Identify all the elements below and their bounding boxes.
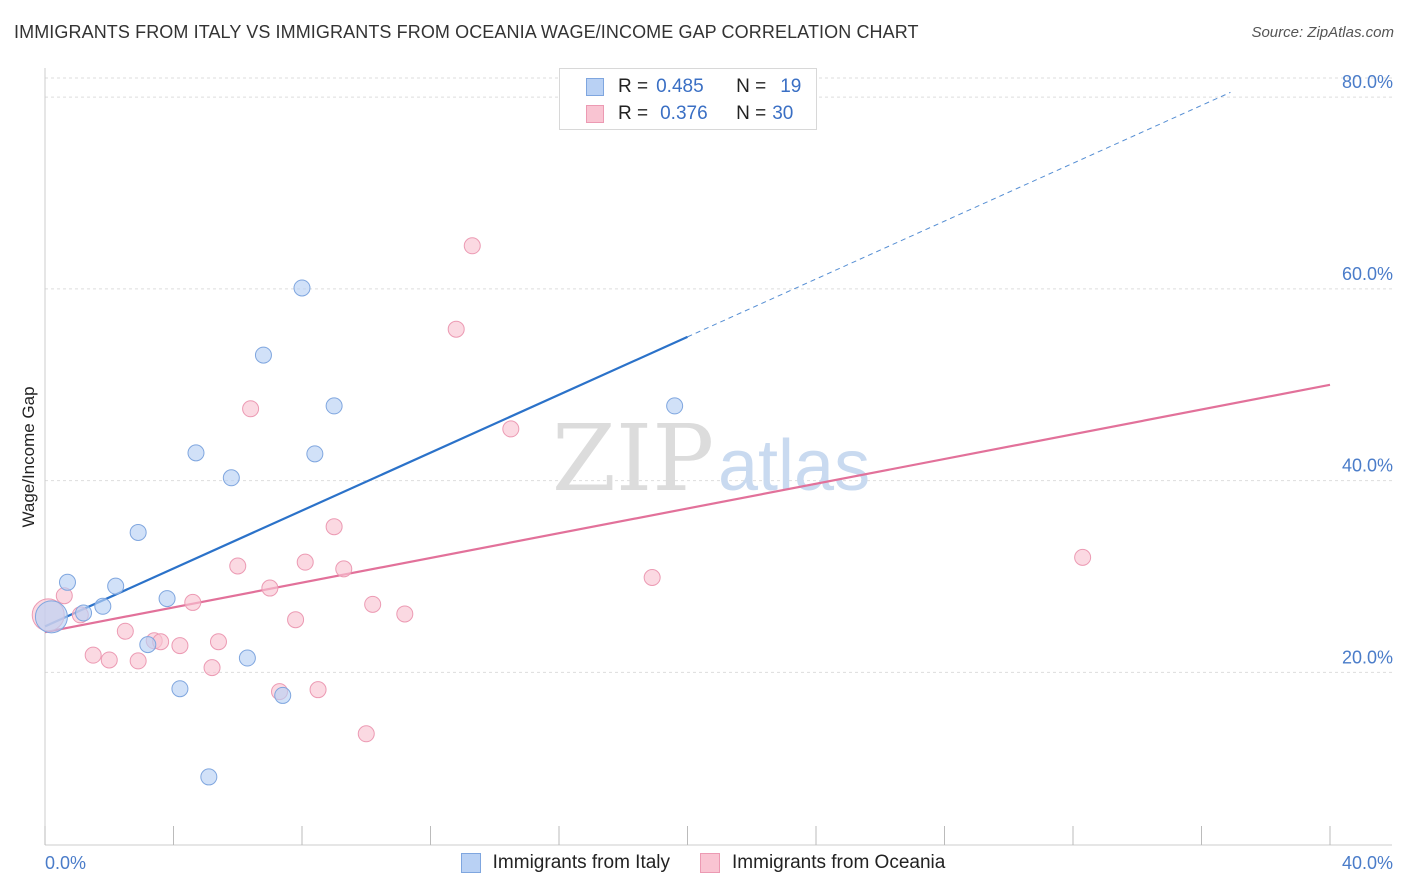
grid-layer bbox=[45, 77, 1392, 673]
oceania-point bbox=[203, 659, 221, 677]
legend-r-value: 0.376 bbox=[660, 103, 708, 124]
x-tick-label: 0.0% bbox=[45, 853, 86, 873]
italy-point bbox=[238, 649, 256, 667]
legend-row-oceania: R = 0.376 N = 30 bbox=[586, 102, 793, 126]
y-tick-label: 20.0% bbox=[1342, 647, 1393, 667]
legend-n-label: N = bbox=[736, 76, 767, 97]
italy-point bbox=[222, 469, 240, 487]
oceania-swatch bbox=[586, 105, 604, 123]
italy-point bbox=[325, 397, 343, 415]
italy-point bbox=[200, 768, 218, 786]
watermark-zip: ZIP bbox=[552, 405, 714, 512]
oceania-point bbox=[447, 320, 465, 338]
oceania-swatch bbox=[700, 853, 721, 873]
legend-r-label: R = bbox=[618, 103, 649, 124]
italy-point bbox=[139, 636, 157, 654]
legend-r-label: R = bbox=[618, 76, 649, 97]
legend-n-label: N = bbox=[736, 103, 767, 124]
italy-swatch bbox=[460, 853, 481, 873]
oceania-point bbox=[171, 637, 189, 655]
x-tick-label: 40.0% bbox=[1342, 853, 1393, 873]
italy-point bbox=[666, 397, 684, 415]
oceania-point bbox=[100, 651, 118, 669]
italy-point bbox=[94, 597, 112, 615]
y-tick-label: 60.0% bbox=[1342, 264, 1393, 284]
italy-point bbox=[75, 604, 93, 622]
stats-legend: R = 0.485 N = 19 R = 0.376 N = 30 bbox=[559, 68, 817, 130]
oceania-point bbox=[335, 560, 353, 578]
oceania-point bbox=[261, 579, 279, 597]
italy-point bbox=[107, 577, 125, 595]
italy-point bbox=[187, 444, 205, 462]
oceania-point bbox=[296, 553, 314, 571]
y-tick-label: 40.0% bbox=[1342, 456, 1393, 476]
axis-layer: 20.0% 40.0% 60.0% 80.0% 0.0% 40.0% bbox=[44, 68, 1393, 873]
italy-point bbox=[34, 600, 68, 634]
oceania-point bbox=[129, 652, 147, 670]
oceania-point bbox=[84, 646, 102, 664]
oceania-point bbox=[287, 611, 305, 629]
series-legend: Immigrants from Italy Immigrants from Oc… bbox=[0, 852, 1406, 874]
oceania-point bbox=[242, 400, 260, 418]
italy-point bbox=[306, 445, 324, 463]
italy-point bbox=[293, 279, 311, 297]
oceania-point bbox=[229, 557, 247, 575]
oceania-point bbox=[364, 595, 382, 613]
oceania-point bbox=[463, 237, 481, 255]
oceania-point bbox=[184, 593, 202, 611]
legend-item-italy[interactable]: Immigrants from Italy bbox=[460, 852, 671, 874]
oceania-point bbox=[325, 518, 343, 536]
oceania-point bbox=[209, 633, 227, 651]
watermark-atlas: atlas bbox=[718, 426, 870, 506]
source-credit: Source: ZipAtlas.com bbox=[1251, 24, 1394, 41]
italy-swatch bbox=[586, 78, 604, 96]
italy-point bbox=[171, 680, 189, 698]
y-axis-label: Wage/Income Gap bbox=[19, 386, 38, 527]
italy-trend-line bbox=[44, 335, 688, 628]
legend-n-value: 19 bbox=[780, 76, 802, 97]
legend-label-oceania: Immigrants from Oceania bbox=[732, 852, 946, 873]
oceania-point bbox=[357, 725, 375, 743]
legend-label-italy: Immigrants from Italy bbox=[492, 852, 671, 873]
oceania-point bbox=[502, 420, 520, 438]
legend-r-value: 0.485 bbox=[656, 76, 704, 97]
italy-point bbox=[254, 346, 272, 364]
oceania-point bbox=[396, 605, 414, 623]
point-layer bbox=[31, 237, 1092, 786]
watermark: ZIP atlas bbox=[552, 405, 870, 512]
legend-n-value: 30 bbox=[772, 103, 794, 124]
oceania-point bbox=[643, 569, 661, 587]
oceania-trend-line bbox=[44, 383, 1331, 634]
y-tick-label: 80.0% bbox=[1342, 72, 1393, 92]
italy-point bbox=[274, 686, 292, 704]
italy-point bbox=[129, 523, 147, 541]
chart-title: IMMIGRANTS FROM ITALY VS IMMIGRANTS FROM… bbox=[14, 22, 919, 42]
trend-layer bbox=[44, 91, 1331, 634]
italy-trend-extension bbox=[687, 91, 1231, 338]
legend-item-oceania[interactable]: Immigrants from Oceania bbox=[700, 852, 945, 874]
legend-row-italy: R = 0.485 N = 19 bbox=[586, 75, 801, 99]
oceania-point bbox=[1074, 548, 1092, 566]
oceania-point bbox=[116, 622, 134, 640]
italy-point bbox=[58, 573, 76, 591]
oceania-point bbox=[309, 681, 327, 699]
italy-point bbox=[158, 590, 176, 608]
